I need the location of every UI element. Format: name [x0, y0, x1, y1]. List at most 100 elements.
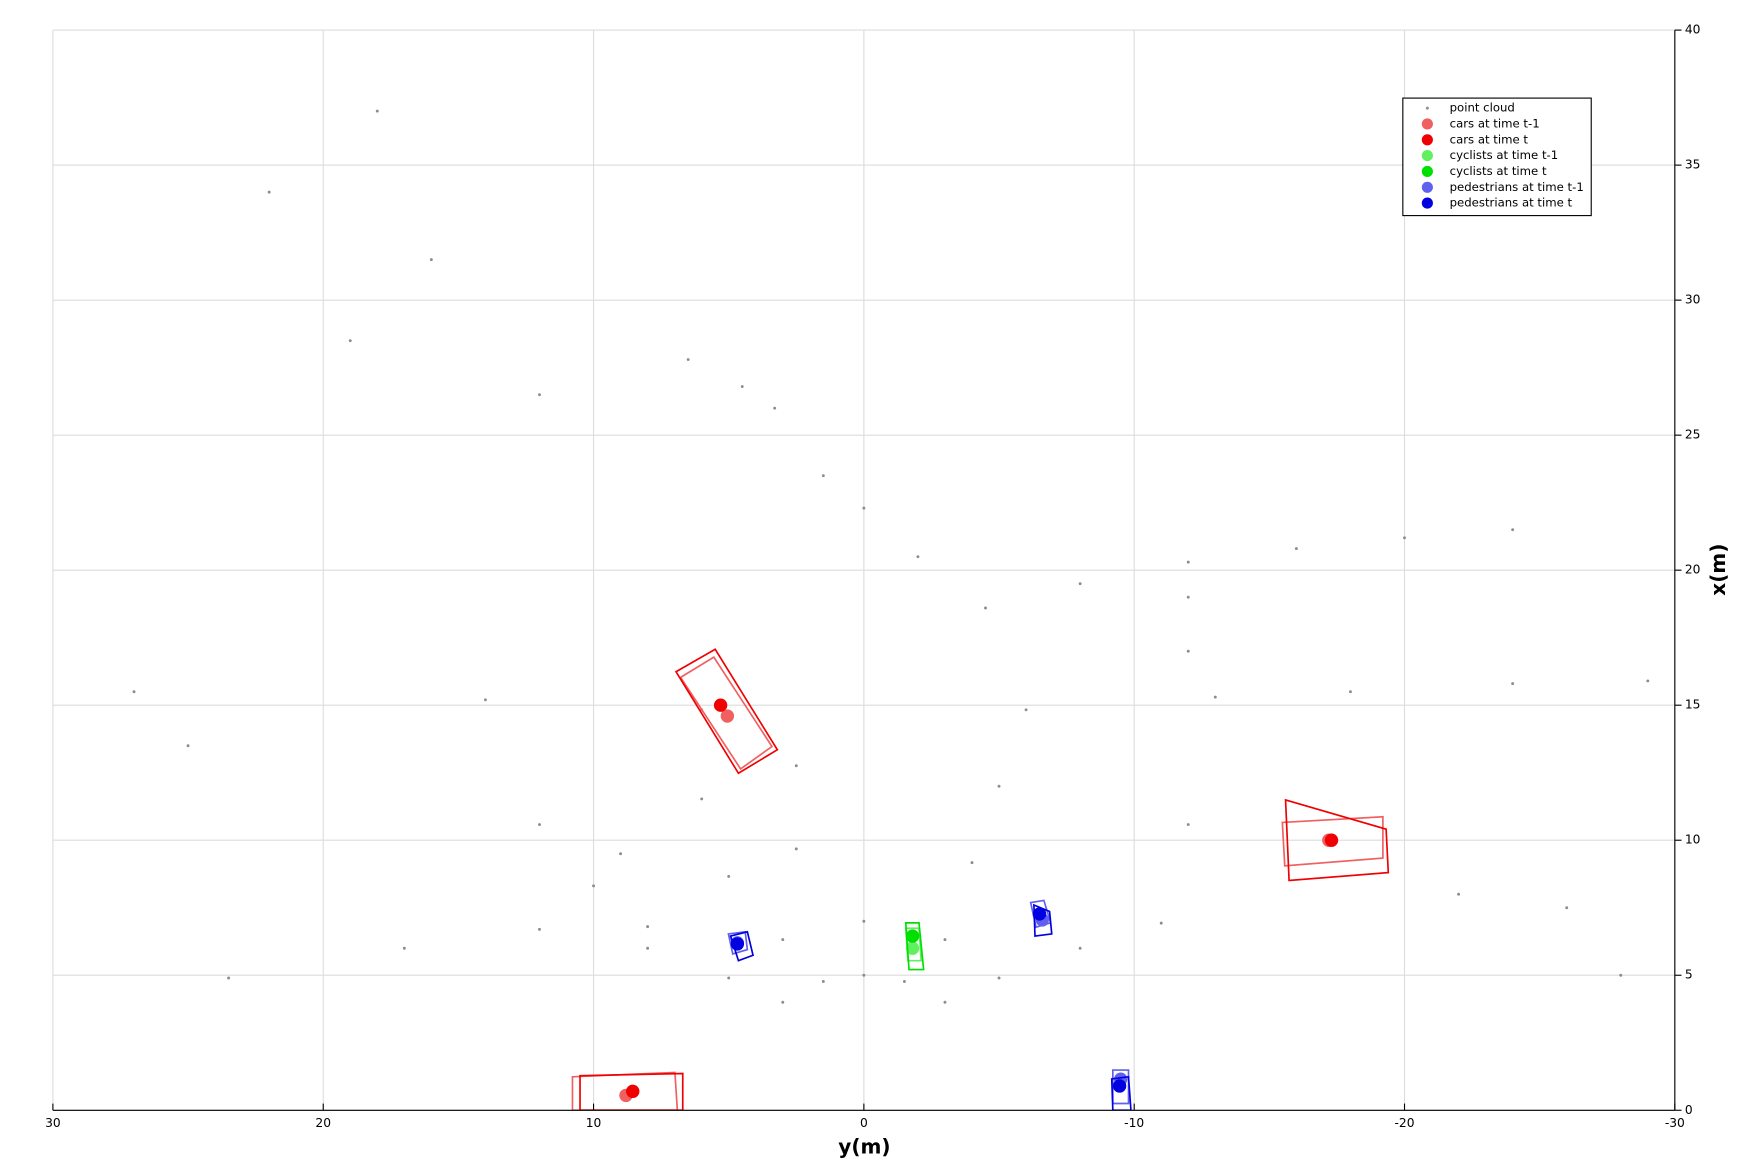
x-axis-label: y(m)	[838, 1135, 890, 1159]
cloud-point	[267, 190, 271, 194]
cloud-point	[1294, 547, 1298, 551]
legend-marker	[1421, 150, 1433, 162]
cloud-point	[821, 980, 825, 983]
cloud-point	[1078, 582, 1082, 586]
cloud-point	[902, 980, 906, 983]
x-tick-label: 0	[860, 1116, 868, 1130]
cloud-point	[186, 744, 190, 748]
cloud-point	[646, 925, 650, 929]
cloud-point	[943, 938, 947, 942]
cloud-point	[1186, 560, 1190, 564]
bounding-box	[679, 655, 774, 771]
detection-center	[905, 941, 920, 955]
cloud-point	[1213, 695, 1217, 699]
cloud-point	[348, 339, 352, 343]
cloud-point	[984, 606, 987, 610]
cloud-point	[997, 784, 1001, 788]
cloud-point	[781, 938, 785, 942]
cloud-point	[794, 764, 798, 768]
legend-label: point cloud	[1450, 101, 1515, 115]
cloud-point	[1024, 708, 1028, 712]
cloud-point	[997, 976, 1001, 980]
cloud-point	[1403, 536, 1406, 540]
cloud-point	[781, 1000, 785, 1004]
x-tick-label: 20	[315, 1116, 331, 1130]
detection-center	[626, 1084, 640, 1099]
legend-label: pedestrians at time t	[1450, 196, 1573, 210]
detection-center	[720, 709, 735, 723]
cloud-point	[916, 555, 920, 559]
cloud-point	[132, 690, 136, 694]
cloud-point	[1186, 649, 1190, 653]
bounding-box	[727, 930, 749, 955]
y-tick-label: 40	[1685, 23, 1701, 37]
cloud-point	[592, 884, 595, 888]
x-tick-label: -20	[1395, 1116, 1415, 1130]
detection-center	[1112, 1079, 1127, 1093]
cloud-point	[727, 874, 731, 878]
legend-label: cyclists at time t-1	[1450, 148, 1559, 162]
detection-center	[905, 929, 920, 943]
detection-center	[1324, 833, 1339, 847]
legend-marker	[1421, 165, 1433, 178]
cloud-point	[429, 258, 433, 262]
y-tick-label: 0	[1685, 1103, 1693, 1117]
y-tick-label: 35	[1685, 158, 1701, 172]
cloud-point	[227, 976, 231, 980]
bounding-box	[1110, 1075, 1132, 1111]
cloud-point	[794, 847, 798, 851]
cloud-point	[1186, 823, 1190, 827]
legend-box	[1402, 97, 1592, 217]
x-tick-label: -10	[1124, 1116, 1144, 1130]
detection-center	[730, 937, 745, 951]
y-tick-label: 25	[1685, 428, 1701, 442]
legend-marker	[1421, 134, 1433, 146]
x-tick-label: -30	[1665, 1116, 1685, 1130]
bounding-box	[729, 930, 755, 962]
cloud-point	[1511, 528, 1515, 532]
cloud-point	[862, 973, 866, 977]
cloud-point	[686, 358, 690, 361]
y-tick-label: 20	[1685, 563, 1701, 577]
cloud-point	[821, 474, 825, 478]
bounding-box	[1284, 798, 1390, 882]
cloud-point	[700, 797, 704, 801]
cloud-point	[740, 385, 744, 389]
cloud-point	[773, 406, 777, 410]
cloud-point	[970, 861, 974, 865]
cloud-point	[1348, 690, 1352, 694]
bounding-box	[579, 1072, 684, 1111]
plot-area	[132, 109, 1650, 1111]
x-tick-label: 10	[586, 1116, 602, 1130]
legend-label: cars at time t	[1450, 132, 1529, 146]
detection-center	[713, 698, 728, 712]
legend-label: pedestrians at time t-1	[1450, 180, 1584, 194]
y-tick-label: 5	[1685, 968, 1693, 982]
cloud-point	[538, 393, 541, 397]
legend-marker	[1421, 197, 1433, 209]
cloud-point	[375, 109, 379, 113]
bounding-box	[674, 648, 779, 775]
cloud-point	[1186, 595, 1190, 599]
y-tick-label: 30	[1685, 293, 1701, 307]
cloud-point	[862, 506, 866, 510]
legend-marker	[1421, 118, 1433, 130]
cloud-point	[538, 823, 541, 827]
cloud-point	[1159, 921, 1163, 925]
legend-label: cars at time t-1	[1450, 116, 1540, 130]
cloud-point	[1646, 679, 1650, 683]
detection-center	[1032, 907, 1047, 921]
legend-marker	[1425, 106, 1429, 110]
cloud-point	[1511, 682, 1515, 686]
cloud-point	[483, 698, 487, 702]
bounding-box	[904, 922, 925, 971]
y-axis-label: x(m)	[1706, 544, 1730, 596]
cloud-point	[943, 1000, 947, 1004]
legend-marker	[1421, 181, 1433, 193]
cloud-point	[619, 852, 623, 856]
cloud-point	[862, 919, 866, 923]
cloud-point	[727, 976, 731, 980]
